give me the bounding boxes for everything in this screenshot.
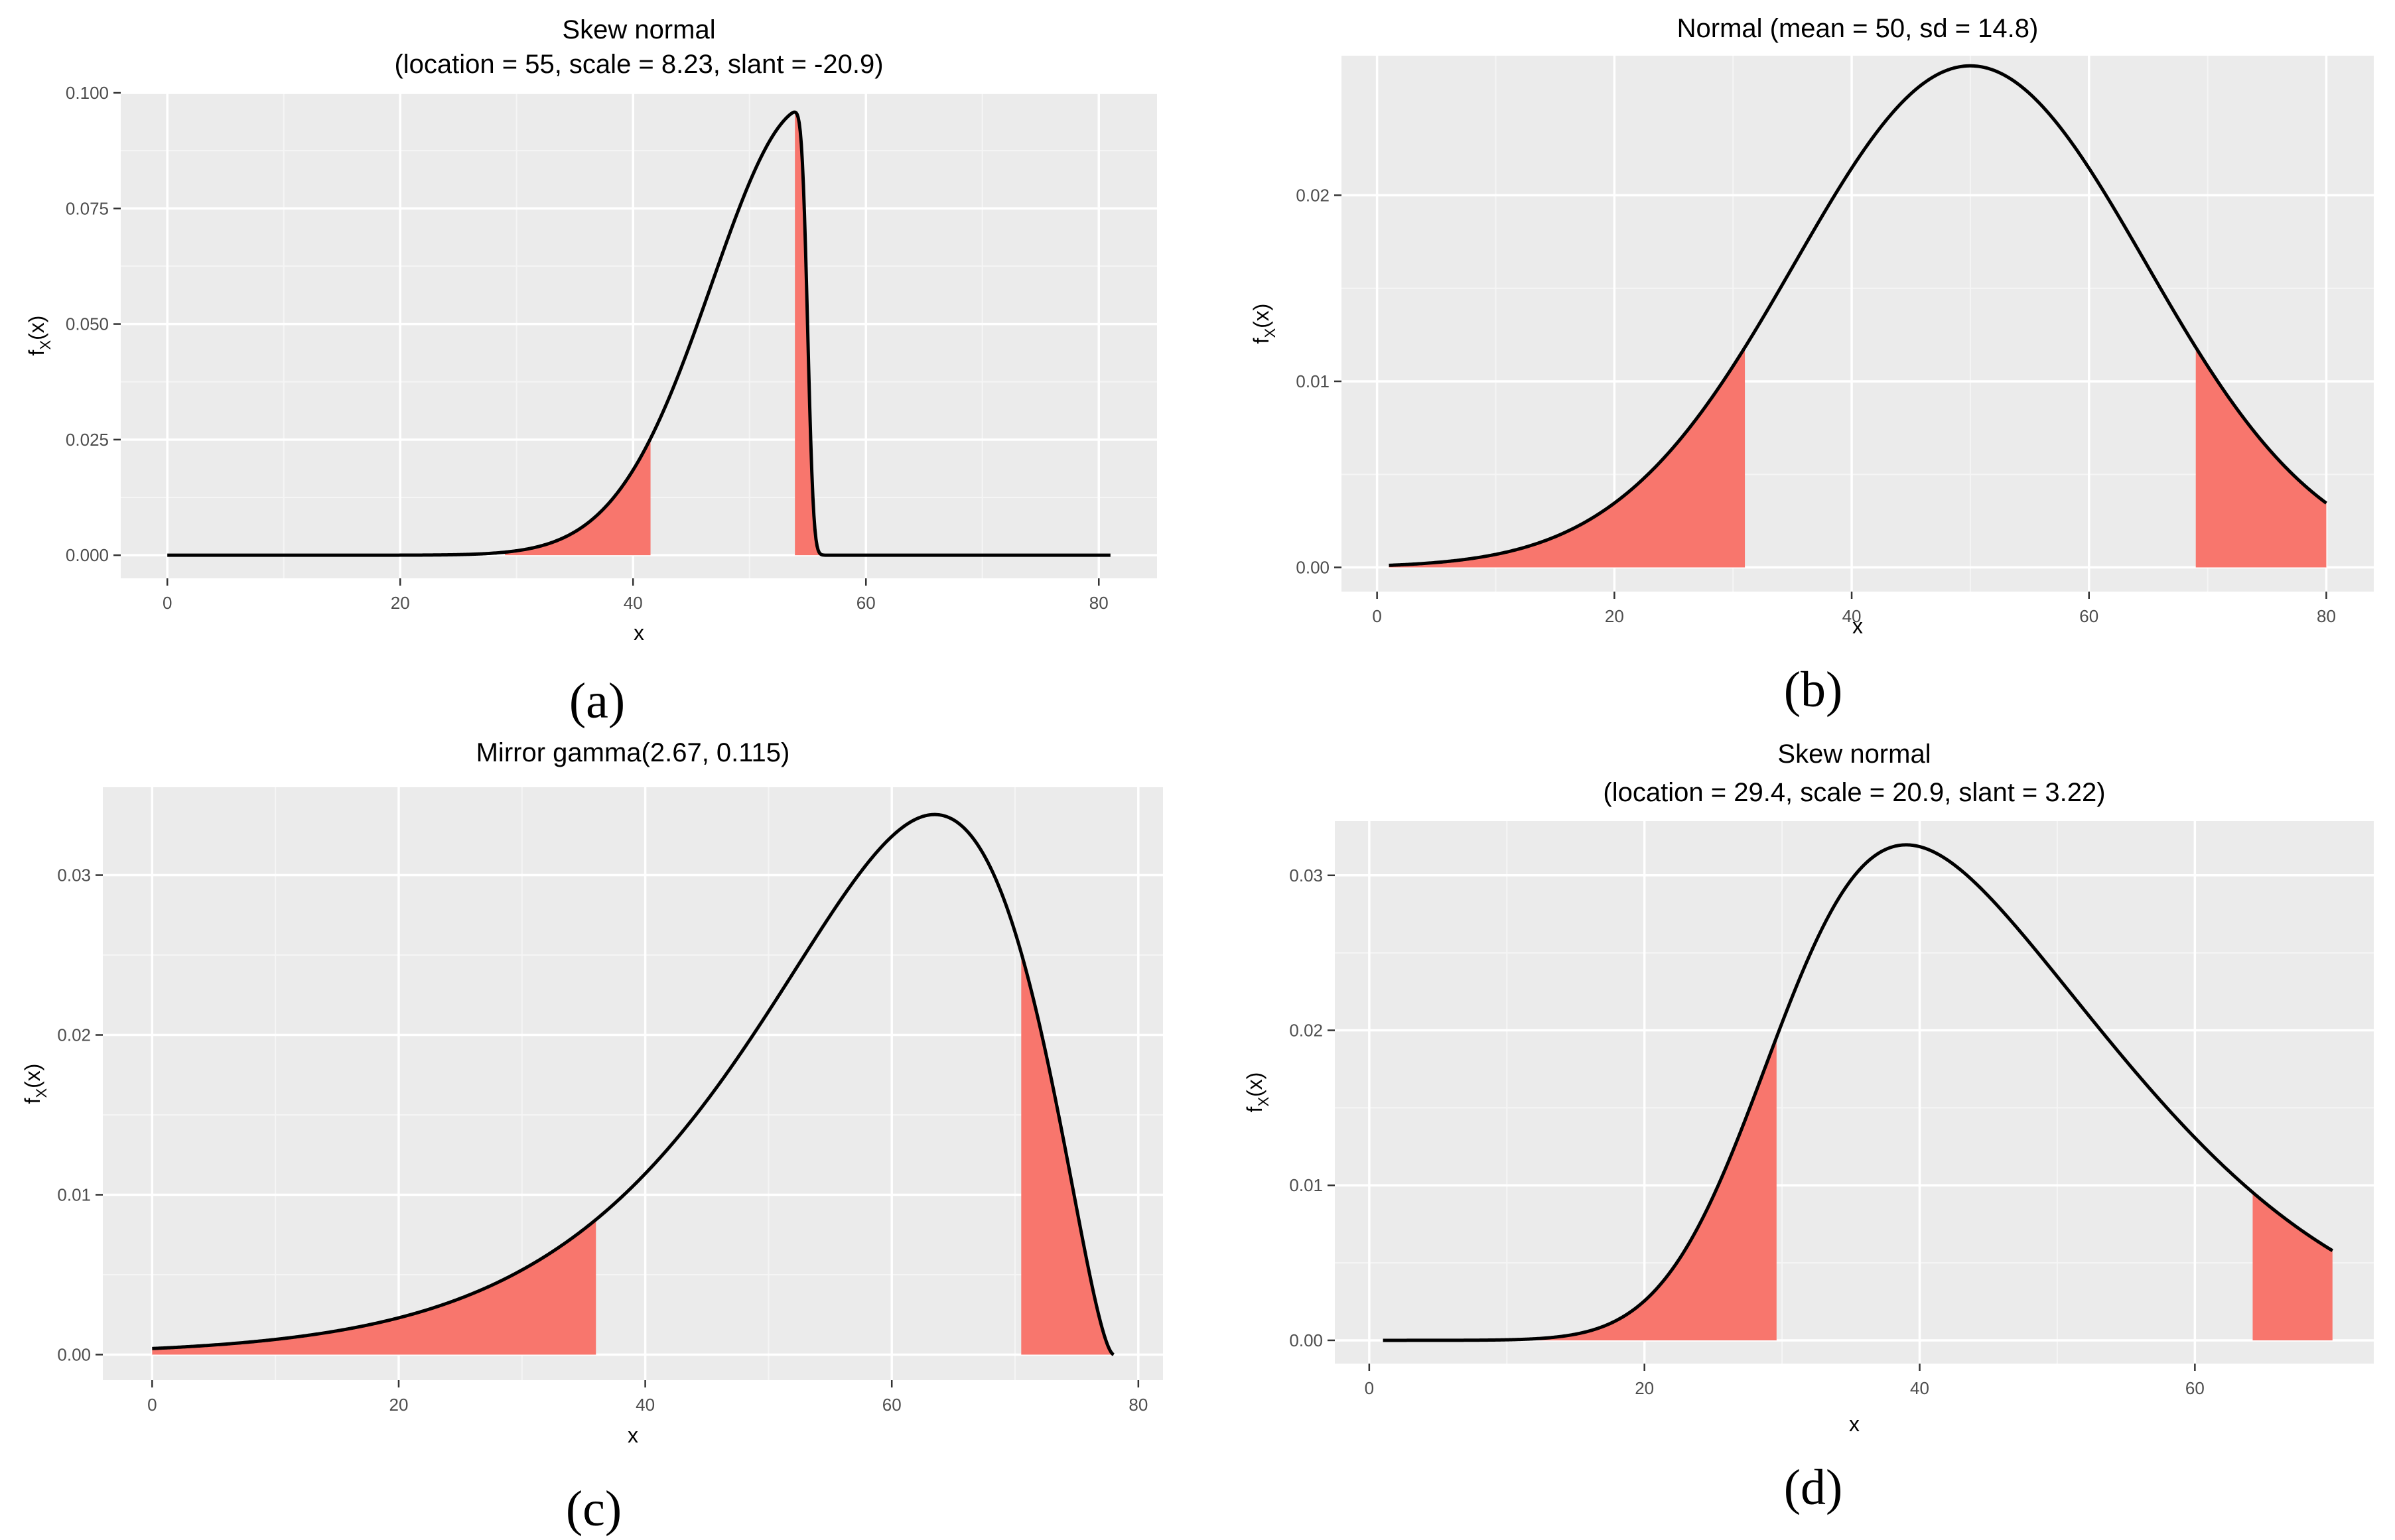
x-tick-label: 80: [2317, 606, 2336, 626]
x-tick-label: 20: [391, 593, 410, 613]
x-axis-label: x: [634, 621, 644, 645]
x-tick-label: 40: [1842, 606, 1862, 626]
chart-panel-a: 0 20 40 60 80 0.000 0.025 0.050 0.075 0.100 Skew n…: [25, 15, 1157, 729]
y-tick-label: 0.100: [66, 83, 109, 103]
y-tick-label: 0.01: [1289, 1175, 1323, 1195]
shaded-region-2: [2195, 347, 2327, 568]
y-tick-label: 0.01: [1296, 371, 1330, 391]
y-label-tail: (x): [1249, 304, 1273, 328]
x-axis-label: x: [1849, 1412, 1860, 1436]
y-tick-label: 0.00: [57, 1344, 91, 1364]
y-label-tail: (x): [25, 316, 48, 340]
chart-title: Normal (mean = 50, sd = 14.8): [1677, 14, 2039, 43]
x-tick-label: 40: [636, 1395, 655, 1415]
plot-background: [103, 787, 1163, 1380]
x-tick-label: 0: [163, 593, 172, 613]
x-tick-label: 20: [1605, 606, 1624, 626]
y-label-main: f: [21, 1098, 44, 1104]
chart-subtitle: (location = 55, scale = 8.23, slant = -2…: [394, 50, 883, 79]
density-curve: [151, 812, 1115, 1356]
chart-title: Mirror gamma(2.67, 0.115): [476, 738, 790, 767]
y-tick-label: 0.00: [1296, 558, 1330, 578]
density-curve: [1388, 64, 2327, 567]
y-label-subscript: X: [1255, 1097, 1272, 1107]
chart-panel-b: 0 20 40 60 80 0.00 0.01 0.02 Normal (mean = 50, …: [1249, 14, 2374, 718]
panel-caption: (c): [566, 1481, 622, 1537]
y-label-tail: (x): [21, 1064, 44, 1088]
y-tick-label: 0.03: [57, 866, 91, 885]
y-label-subscript: X: [37, 340, 54, 350]
x-tick-label: 60: [2185, 1378, 2205, 1398]
y-label-subscript: X: [1262, 328, 1278, 338]
plot-background: [1335, 821, 2374, 1364]
x-tick-label: 40: [1910, 1378, 1929, 1398]
y-tick-label: 0.075: [66, 198, 109, 218]
y-tick-label: 0.025: [66, 430, 109, 450]
y-tick-label: 0.02: [57, 1025, 91, 1045]
y-axis-label: fX(x): [1243, 1072, 1272, 1113]
y-label-tail: (x): [1243, 1072, 1266, 1097]
y-tick-label: 0.02: [1289, 1021, 1323, 1041]
y-label-main: f: [1249, 338, 1273, 344]
x-tick-label: 60: [856, 593, 876, 613]
y-label-main: f: [1243, 1106, 1266, 1112]
x-tick-label: 0: [147, 1395, 157, 1415]
y-tick-label: 0.03: [1289, 866, 1323, 885]
density-curve: [167, 110, 1111, 557]
y-tick-label: 0.00: [1289, 1330, 1323, 1350]
y-label-main: f: [25, 350, 48, 355]
density-curve: [1382, 843, 2334, 1342]
x-tick-label: 20: [1635, 1378, 1654, 1398]
shaded-region-1: [152, 1219, 596, 1355]
chart-title: Skew normal: [1777, 739, 1931, 769]
shaded-region-1: [1389, 347, 1745, 568]
x-tick-label: 80: [1089, 593, 1109, 613]
y-axis-label: fX(x): [1249, 304, 1278, 344]
y-tick-label: 0.050: [66, 314, 109, 334]
y-tick-label: 0.000: [66, 545, 109, 565]
panel-caption: (b): [1784, 662, 1843, 718]
shaded-region-1: [1383, 1037, 1777, 1340]
y-axis-label: fX(x): [25, 316, 54, 356]
chart-panel-c: 0 20 40 60 80 0.00 0.01 0.02 0.03 Mirror gamma(2.…: [21, 738, 1163, 1537]
x-axis-label: x: [1852, 614, 1863, 638]
y-tick-label: 0.02: [1296, 185, 1330, 205]
panel-caption: (d): [1784, 1460, 1843, 1515]
x-tick-label: 0: [1365, 1378, 1374, 1398]
x-tick-label: 0: [1372, 606, 1381, 626]
y-axis-label: fX(x): [21, 1064, 50, 1104]
x-tick-label: 20: [389, 1395, 408, 1415]
chart-panel-d: 0 20 40 60 0.00 0.01 0.02 0.03 Skew normal (locat…: [1243, 739, 2374, 1515]
shaded-region-2: [2252, 1192, 2333, 1340]
shaded-region-1: [505, 438, 651, 556]
x-tick-label: 40: [624, 593, 643, 613]
x-tick-label: 60: [882, 1395, 902, 1415]
y-label-subscript: X: [33, 1088, 50, 1098]
y-tick-label: 0.01: [57, 1185, 91, 1204]
x-tick-label: 60: [2079, 606, 2098, 626]
chart-title: Skew normal: [562, 15, 715, 44]
panel-caption: (a): [569, 673, 625, 729]
x-tick-label: 80: [1129, 1395, 1148, 1415]
x-axis-label: x: [628, 1423, 638, 1447]
chart-subtitle: (location = 29.4, scale = 20.9, slant = …: [1603, 778, 2105, 807]
